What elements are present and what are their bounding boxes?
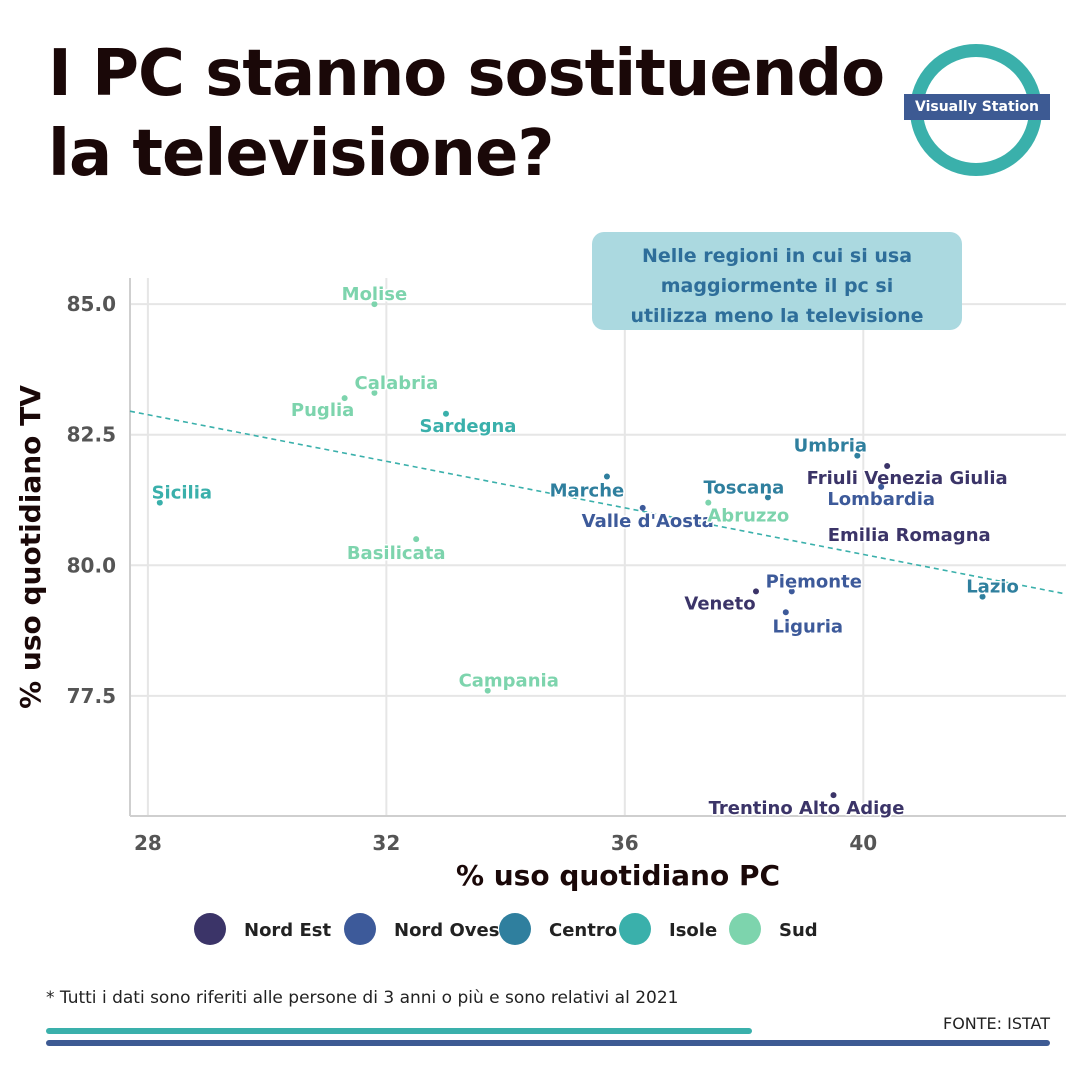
x-tick-label: 40 <box>849 831 877 855</box>
data-point <box>341 395 348 402</box>
decor-bar-blue <box>46 1040 1050 1046</box>
data-point <box>788 588 795 595</box>
x-axis-title: % uso quotidiano PC <box>456 859 780 892</box>
data-point <box>752 588 759 595</box>
legend-swatch <box>729 913 761 945</box>
data-point <box>371 389 378 396</box>
x-tick-label: 28 <box>134 831 162 855</box>
data-point <box>442 410 449 417</box>
point-label: Calabria <box>355 373 439 394</box>
visually-station-logo: Visually Station <box>904 44 1050 176</box>
y-tick-label: 82.5 <box>67 423 116 447</box>
data-point <box>830 792 837 799</box>
title-line-1: I PC stanno sostituendo <box>48 37 885 111</box>
point-label: Trentino Alto Adige <box>709 798 905 819</box>
data-point <box>156 499 163 506</box>
x-tick-label: 32 <box>372 831 400 855</box>
legend-label: Nord Ovest <box>394 920 508 941</box>
point-label: Sardegna <box>420 416 517 437</box>
point-label: Sicilia <box>152 483 212 504</box>
point-label: Emilia Romagna <box>828 525 991 546</box>
point-label: Puglia <box>291 400 354 421</box>
point-label: Basilicata <box>347 543 446 564</box>
decor-bar-teal <box>46 1028 752 1034</box>
point-label: Marche <box>550 480 625 501</box>
legend-swatch <box>194 913 226 945</box>
data-point <box>639 504 646 511</box>
y-axis-title: % uso quotidiano TV <box>14 385 47 709</box>
data-point <box>371 301 378 308</box>
legend-swatch <box>344 913 376 945</box>
data-point <box>884 463 891 470</box>
data-point <box>854 452 861 459</box>
point-label: Umbria <box>794 436 867 457</box>
data-point <box>979 593 986 600</box>
data-point <box>603 473 610 480</box>
point-label: Campania <box>459 671 559 692</box>
annotation-box <box>592 232 962 330</box>
point-label: Friuli Venezia Giulia <box>807 468 1008 489</box>
legend-label: Nord Est <box>244 920 331 941</box>
data-point <box>878 483 885 490</box>
y-tick-label: 85.0 <box>67 292 116 316</box>
legend-label: Isole <box>669 920 717 941</box>
y-tick-label: 77.5 <box>67 684 116 708</box>
point-label: Valle d'Aosta <box>582 511 714 532</box>
annotation-text-line: Nelle regioni in cui si usa <box>642 245 912 267</box>
x-tick-label: 36 <box>611 831 639 855</box>
data-point <box>413 536 420 543</box>
data-point <box>764 494 771 501</box>
point-label: Abruzzo <box>707 506 789 527</box>
point-label: Lombardia <box>827 489 935 510</box>
data-point <box>484 687 491 694</box>
point-label: Molise <box>342 284 408 305</box>
legend-swatch <box>499 913 531 945</box>
legend-label: Sud <box>779 920 818 941</box>
scatter-chart: 28 32 36 40 77.5 80.0 82.5 85.0 % uso quotidiano… <box>14 232 1067 945</box>
legend-swatch <box>619 913 651 945</box>
source-credit: FONTE: ISTAT <box>942 1014 1050 1033</box>
page-title: I PC stanno sostituendo la televisione? <box>48 34 908 194</box>
data-point <box>878 536 885 543</box>
legend-label: Centro <box>549 920 617 941</box>
data-point <box>705 499 712 506</box>
point-label: Lazio <box>966 577 1019 598</box>
point-label: Piemonte <box>766 571 862 592</box>
data-point <box>782 609 789 616</box>
title-line-2: la televisione? <box>48 117 555 191</box>
point-label: Veneto <box>684 593 755 614</box>
logo-text: Visually Station <box>904 94 1050 120</box>
trend-line <box>129 410 1067 595</box>
y-tick-label: 80.0 <box>67 553 116 577</box>
point-label: Liguria <box>773 616 844 637</box>
annotation-text-line: maggiormente il pc si <box>661 275 894 297</box>
footnote: * Tutti i dati sono riferiti alle person… <box>46 988 679 1008</box>
point-label: Toscana <box>704 477 785 498</box>
annotation-text-line: utilizza meno la televisione <box>630 305 923 327</box>
